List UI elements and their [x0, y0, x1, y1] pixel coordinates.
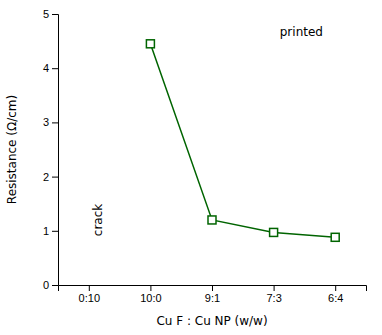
x-axis: 0:10 10:0 9:1 7:3 6:4: [59, 285, 367, 304]
tick-label: 5: [43, 8, 49, 20]
marker: [146, 40, 154, 48]
line: [150, 44, 335, 237]
marker: [208, 216, 216, 224]
marker: [270, 228, 278, 236]
x-axis-title: Cu F : Cu NP (w/w): [156, 314, 267, 328]
tick-label: 1: [43, 225, 49, 237]
y-axis: 0 1 2 3 4 5: [43, 8, 59, 291]
marks: [146, 40, 339, 241]
tick-mark: [52, 177, 58, 178]
tick-label: 0:10: [79, 292, 100, 304]
annotation: printed: [280, 25, 323, 39]
tick-mark: [89, 285, 90, 291]
tick-mark: [335, 285, 336, 291]
annotation: crack: [91, 204, 105, 236]
tick-label: 2: [43, 171, 49, 183]
y-tick: 5: [43, 8, 58, 20]
y-tick: 0: [43, 279, 58, 291]
x-tick: 0:10: [79, 285, 100, 304]
plot: 0:10 10:0 9:1 7:3 6:4 0 1 2 3 4 5 printed crack: [43, 8, 367, 304]
chart: 0:10 10:0 9:1 7:3 6:4 0 1 2 3 4 5 printed crack Cu F …: [0, 0, 382, 335]
x-tick: 6:4: [328, 285, 343, 304]
marker: [331, 233, 339, 241]
y-tick: 2: [43, 171, 58, 183]
axis-line: [52, 15, 59, 286]
tick-label: 7:3: [266, 292, 281, 304]
tick-mark: [52, 231, 58, 232]
tick-label: 10:0: [140, 292, 161, 304]
y-tick: 1: [43, 225, 58, 237]
tick-mark: [150, 285, 151, 291]
tick-mark: [52, 122, 58, 123]
tick-label: 0: [43, 279, 49, 291]
tick-mark: [212, 285, 213, 291]
tick-mark: [52, 68, 58, 69]
tick-label: 9:1: [205, 292, 220, 304]
y-tick: 3: [43, 116, 58, 128]
tick-label: 3: [43, 116, 49, 128]
x-tick: 9:1: [205, 285, 220, 304]
tick-label: 6:4: [328, 292, 343, 304]
axis-line: [59, 286, 367, 292]
y-tick: 4: [43, 62, 58, 74]
tick-mark: [52, 285, 58, 286]
tick-mark: [52, 14, 58, 15]
tick-label: 4: [43, 62, 49, 74]
y-axis-title: Resistance (Ω/cm): [5, 95, 19, 204]
x-tick: 7:3: [266, 285, 281, 304]
x-tick: 10:0: [140, 285, 161, 304]
tick-mark: [274, 285, 275, 291]
